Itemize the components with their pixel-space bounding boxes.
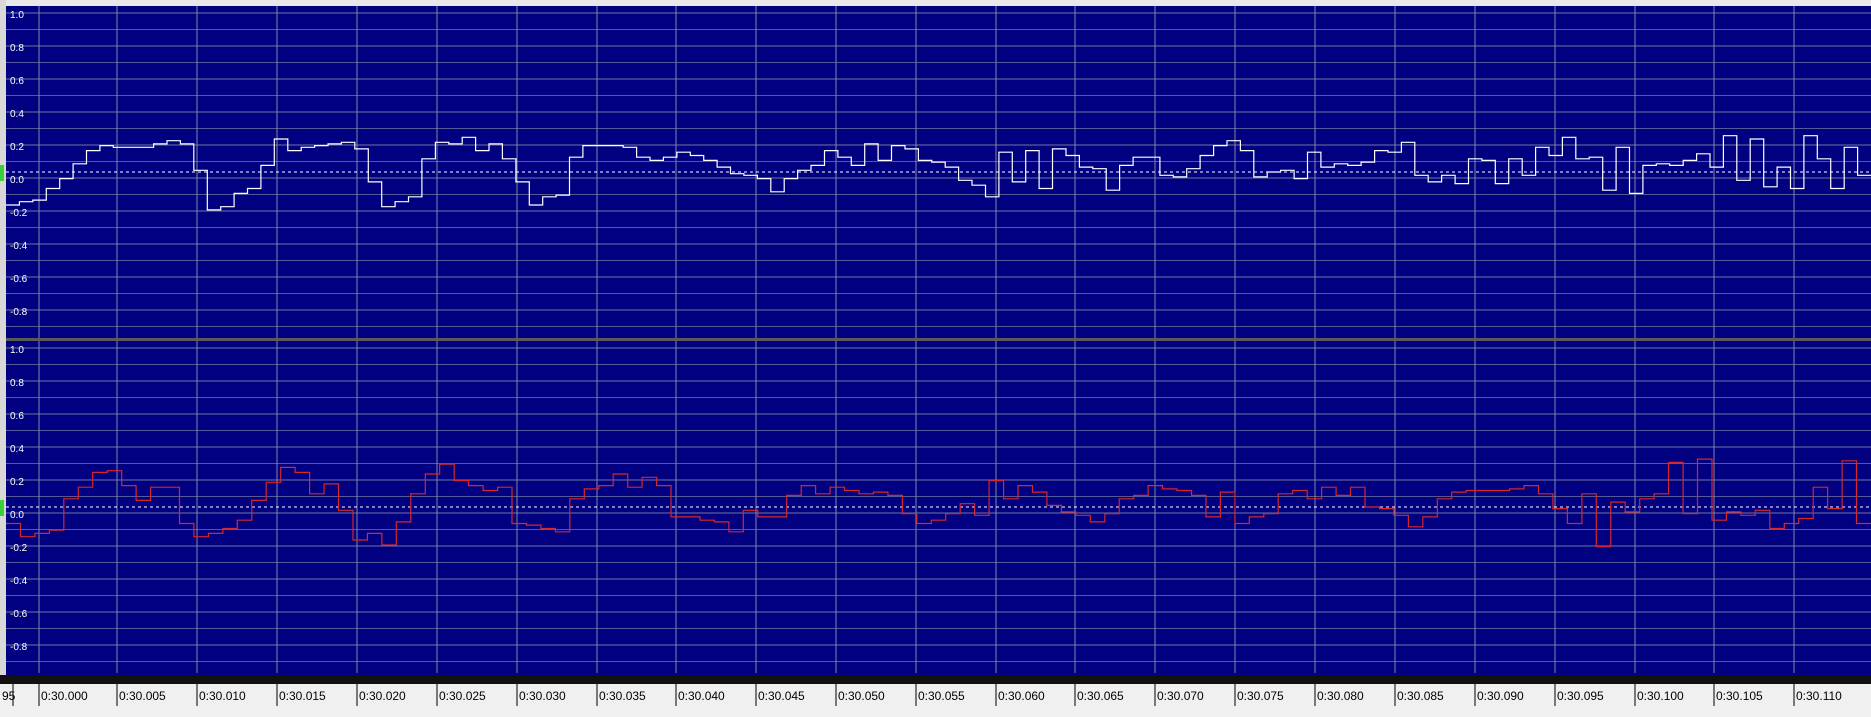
amplitude-label: -0.4	[10, 241, 28, 252]
time-label: 0:30.080	[1317, 689, 1364, 703]
time-label: 0:30.015	[279, 689, 326, 703]
frame-left-bar	[0, 0, 6, 712]
right-channel-area[interactable]	[6, 341, 1871, 675]
amplitude-label: 0.6	[10, 76, 24, 87]
time-ruler[interactable]: 95 0:30.000 0:30.005 0:30.010 0:30.015 0:30.0…	[2, 684, 1842, 706]
right-amplitude-scale: 1.0 0.8 0.6 0.4 0.2 0.0 -0.2 -0.4 -0.6 -0.8	[10, 345, 28, 653]
amplitude-label: 0.8	[10, 378, 24, 389]
amplitude-label: -0.2	[10, 208, 28, 219]
time-label: 0:30.010	[199, 689, 246, 703]
amplitude-label: -0.6	[10, 609, 28, 620]
time-label: 0:30.005	[119, 689, 166, 703]
amplitude-label: 0.8	[10, 43, 24, 54]
amplitude-label: 0.4	[10, 444, 24, 455]
amplitude-label: -0.8	[10, 307, 28, 318]
amplitude-label: -0.4	[10, 576, 28, 587]
time-label: 0:30.075	[1237, 689, 1284, 703]
time-label: 0:30.070	[1157, 689, 1204, 703]
amplitude-label: -0.6	[10, 274, 28, 285]
time-label: 0:30.020	[359, 689, 406, 703]
time-label: 0:30.095	[1557, 689, 1604, 703]
time-label: 0:30.055	[918, 689, 965, 703]
time-label: 0:30.045	[758, 689, 805, 703]
amplitude-label: 0.6	[10, 411, 24, 422]
left-channel-waveform	[6, 135, 1871, 211]
amplitude-label: 0.2	[10, 142, 24, 153]
right-channel-marker[interactable]	[0, 500, 4, 516]
timeline-bar[interactable]	[0, 675, 1871, 684]
amplitude-label: 0.2	[10, 477, 24, 488]
time-label: 0:30.050	[838, 689, 885, 703]
time-label: 0:30.085	[1397, 689, 1444, 703]
amplitude-label: -0.8	[10, 642, 28, 653]
amplitude-label: 0.0	[10, 175, 24, 186]
time-label: 0:30.100	[1637, 689, 1684, 703]
amplitude-label: 1.0	[10, 10, 24, 21]
time-label: 0:30.025	[439, 689, 486, 703]
frame-top-bar	[0, 0, 1871, 6]
time-label: 0:30.060	[998, 689, 1045, 703]
time-label-partial: 95	[2, 689, 16, 703]
time-label: 0:30.110	[1796, 689, 1842, 703]
time-label: 0:30.065	[1077, 689, 1124, 703]
time-label: 0:30.105	[1716, 689, 1763, 703]
right-channel-waveform	[6, 458, 1871, 548]
time-label: 0:30.030	[519, 689, 566, 703]
amplitude-label: 0.4	[10, 109, 24, 120]
time-label: 0:30.035	[599, 689, 646, 703]
left-channel-marker[interactable]	[0, 165, 4, 181]
time-label: 0:30.040	[678, 689, 725, 703]
amplitude-label: 1.0	[10, 345, 24, 356]
amplitude-label: -0.2	[10, 543, 28, 554]
left-amplitude-scale: 1.0 0.8 0.6 0.4 0.2 0.0 -0.2 -0.4 -0.6 -0.8	[10, 10, 28, 318]
time-ruler-bg	[0, 684, 1871, 712]
time-label: 0:30.090	[1477, 689, 1524, 703]
amplitude-label: 0.0	[10, 510, 24, 521]
time-label: 0:30.000	[41, 689, 88, 703]
